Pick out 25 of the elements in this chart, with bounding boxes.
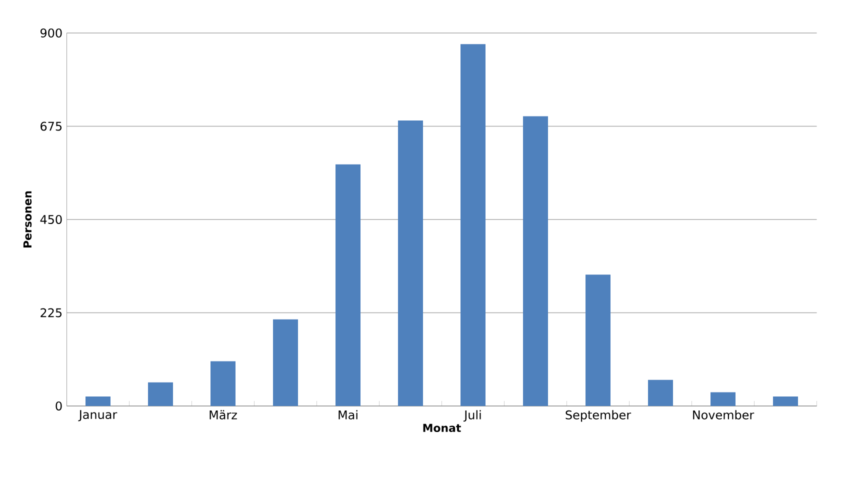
bar [523,116,548,406]
bar [710,392,736,406]
bar [773,396,798,406]
bar [586,274,611,406]
bar [460,44,486,406]
y-tick-label: 900 [40,28,62,38]
x-tick-label: November [693,410,754,420]
bar [86,396,111,406]
x-tick-label: September [566,410,632,422]
y-tick-label: 675 [40,122,62,131]
x-tick-label: Juli [464,410,481,422]
bar [648,380,674,406]
y-tick-label: 450 [40,214,62,224]
bar [336,164,361,406]
y-axis-title: Personen [23,191,32,248]
x-tick-label: Januar [78,410,118,422]
x-tick-label: Mai [338,410,358,420]
bar [148,382,174,406]
bar [210,361,236,406]
x-tick-label: März [210,410,237,420]
y-tick-label: 0 [56,401,62,411]
y-tick-label: 225 [40,308,62,318]
x-axis-title: Monat [423,424,461,432]
bar [398,120,424,406]
bar [273,319,298,406]
